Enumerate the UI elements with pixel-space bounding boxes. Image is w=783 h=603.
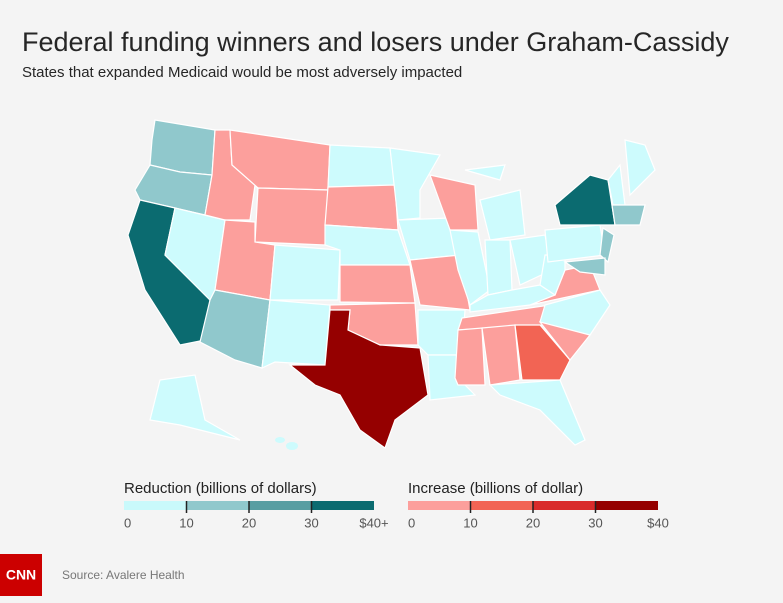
- logo-text: CNN: [6, 567, 36, 583]
- legend-swatch: [533, 501, 596, 510]
- legend-swatch: [186, 501, 249, 510]
- state: [449, 229, 491, 306]
- state: [429, 174, 479, 231]
- subtitle: States that expanded Medicaid would be m…: [22, 64, 462, 81]
- legend-swatch: [470, 501, 533, 510]
- state: [464, 164, 506, 181]
- state: [624, 139, 656, 197]
- state: [481, 324, 521, 386]
- legend-tick-label: 20: [526, 515, 540, 530]
- legend-title: Increase (billions of dollar): [408, 480, 583, 497]
- legend-swatch: [311, 501, 374, 510]
- legend-swatch: [124, 501, 187, 510]
- legend-title: Reduction (billions of dollars): [124, 480, 317, 497]
- state: [261, 299, 331, 369]
- us-map: [127, 119, 656, 450]
- state: [454, 327, 486, 386]
- state: [327, 144, 396, 188]
- legend-tick-label: 0: [408, 515, 415, 530]
- state: [339, 264, 416, 304]
- state: [479, 189, 526, 241]
- legend-swatch: [249, 501, 312, 510]
- legend-swatch: [408, 501, 471, 510]
- logo: [0, 554, 42, 596]
- state: [286, 442, 298, 450]
- state: [488, 379, 586, 446]
- state: [288, 309, 429, 449]
- legend-tick-label: 30: [304, 515, 318, 530]
- state: [254, 187, 329, 246]
- state: [269, 244, 341, 301]
- legend-tick-label: 0: [124, 515, 131, 530]
- legend-swatch: [595, 501, 658, 510]
- legend-tick-label: 10: [463, 515, 477, 530]
- state: [544, 224, 606, 263]
- state: [599, 226, 615, 264]
- state: [149, 374, 241, 441]
- state: [324, 184, 399, 231]
- state: [275, 437, 285, 443]
- legend-tick-label: 20: [242, 515, 256, 530]
- legend-tick-label: 30: [588, 515, 602, 530]
- title: Federal funding winners and losers under…: [22, 27, 729, 57]
- state: [389, 147, 441, 221]
- state: [514, 324, 571, 381]
- legend-tick-label: $40+: [359, 515, 388, 530]
- legend-tick-label: $40: [647, 515, 669, 530]
- state: [484, 239, 513, 296]
- source: Source: Avalere Health: [62, 568, 185, 582]
- legend-tick-label: 10: [179, 515, 193, 530]
- state: [611, 204, 646, 226]
- state: [563, 257, 606, 276]
